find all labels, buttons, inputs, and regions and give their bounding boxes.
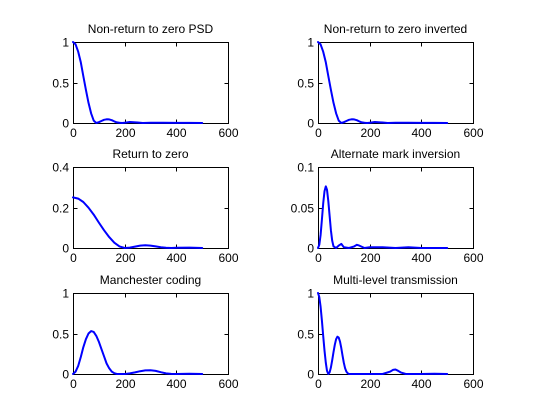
series-line: [72, 196, 204, 249]
axes-frame: [318, 42, 474, 124]
subplot-title: Non-return to zero PSD: [88, 22, 214, 36]
subplot-2: 0 200 400 600 0 0.5 1 Non-return to zero invert…: [297, 22, 484, 140]
y-tick-label: 1: [307, 36, 314, 50]
x-tick-label: 400: [411, 377, 431, 391]
series-line: [317, 292, 449, 375]
y-tick-label: 0: [307, 117, 314, 131]
series-line: [72, 41, 204, 124]
x-tick-label: 400: [166, 251, 186, 265]
y-tick-label: 0: [62, 242, 69, 256]
x-tick-label: 600: [218, 126, 238, 140]
x-tick-label: 600: [463, 377, 483, 391]
y-tick-label: 0.2: [52, 202, 69, 216]
x-tick-label: 400: [166, 377, 186, 391]
y-tick-label: 0: [62, 117, 69, 131]
axes-frame: [318, 167, 474, 249]
x-tick-label: 0: [70, 251, 77, 265]
subplot-5: 0 200 400 600 0 0.5 1 Manchester coding: [52, 273, 239, 391]
y-tick-label: 0.1: [297, 161, 314, 175]
x-tick-label: 200: [115, 251, 135, 265]
y-tick-label: 0.5: [297, 77, 314, 91]
subplot-4: 0 200 400 600 0 0.05 0.1 Alternate mark inversi…: [291, 147, 484, 265]
y-tick-label: 1: [62, 287, 69, 301]
y-tick-label: 1: [307, 287, 314, 301]
subplot-title: Multi-level transmission: [333, 273, 458, 287]
x-tick-label: 400: [166, 126, 186, 140]
subplot-6: 0 200 400 600 0 0.5 1 Multi-level transmission: [297, 273, 484, 391]
x-tick-label: 200: [115, 126, 135, 140]
y-tick-label: 0.5: [297, 328, 314, 342]
x-tick-label: 0: [315, 126, 322, 140]
x-tick-label: 600: [218, 377, 238, 391]
subplot-3: 0 200 400 600 0 0.2 0.4 Return to zero: [52, 147, 239, 265]
y-tick-label: 0.4: [52, 161, 69, 175]
x-tick-label: 200: [360, 251, 380, 265]
y-tick-label: 0: [307, 368, 314, 382]
y-tick-label: 0.05: [291, 202, 315, 216]
x-tick-label: 200: [360, 126, 380, 140]
x-tick-label: 600: [463, 126, 483, 140]
y-tick-label: 0: [62, 368, 69, 382]
x-tick-label: 400: [411, 126, 431, 140]
y-tick-label: 0.5: [52, 77, 69, 91]
y-tick-label: 1: [62, 36, 69, 50]
series-line: [317, 185, 449, 249]
axes-frame: [73, 293, 229, 375]
x-tick-label: 600: [463, 251, 483, 265]
y-tick-label: 0.5: [52, 328, 69, 342]
series-line: [72, 330, 204, 375]
x-tick-label: 0: [70, 377, 77, 391]
x-tick-label: 0: [70, 126, 77, 140]
subplot-title: Manchester coding: [100, 273, 201, 287]
x-tick-label: 600: [218, 251, 238, 265]
series-line: [317, 41, 449, 124]
y-tick-label: 0: [307, 242, 314, 256]
x-tick-label: 0: [315, 251, 322, 265]
x-tick-label: 200: [115, 377, 135, 391]
axes-frame: [318, 293, 474, 375]
x-tick-label: 400: [411, 251, 431, 265]
subplot-title: Non-return to zero inverted: [324, 22, 467, 36]
x-tick-label: 200: [360, 377, 380, 391]
subplot-title: Alternate mark inversion: [331, 147, 460, 161]
axes-frame: [73, 42, 229, 124]
axes-frame: [73, 167, 229, 249]
x-tick-label: 0: [315, 377, 322, 391]
subplot-1: 0 200 400 600 0 0.5 1 Non-return to zero PSD: [52, 22, 239, 140]
subplot-title: Return to zero: [112, 147, 188, 161]
